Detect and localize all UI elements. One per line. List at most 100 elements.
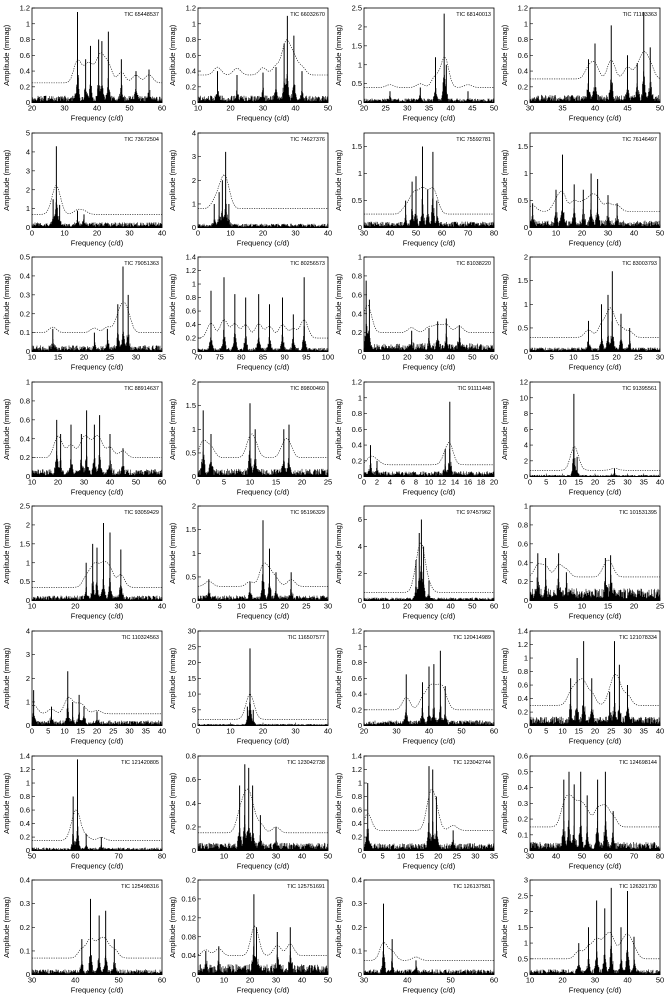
threshold-curve xyxy=(198,693,328,720)
x-axis-label: Frequency (c/d) xyxy=(237,861,290,870)
y-tick-label: 1 xyxy=(358,60,362,69)
periodogram-svg: 30 40 50 60 0 0.1 0.2 0.3 0.4 Frequency (c/d) Ampl… xyxy=(2,876,166,995)
periodogram-svg: 10 20 30 40 0 0.5 1 1.5 2 2.5 Frequency (c/d) Ampli… xyxy=(2,502,166,621)
y-tick-label: 1 xyxy=(358,253,362,262)
spectrum-group xyxy=(32,410,162,477)
periodogram-svg: 0 10 20 30 40 50 60 0 0.2 0.4 0.6 0.8 1 Frequency (c/… xyxy=(334,253,498,372)
x-tick-label: 50 xyxy=(115,976,123,985)
periodogram-panel: 50 60 70 80 0 0.2 0.4 0.6 0.8 1 1.2 1.4 Frequency (c… xyxy=(0,748,166,873)
threshold-curve xyxy=(32,184,162,215)
x-tick-label: 4 xyxy=(388,477,392,486)
y-tick-label: 0.2 xyxy=(518,578,528,587)
threshold-curve xyxy=(198,319,328,339)
y-tick-label: 0.5 xyxy=(352,79,362,88)
x-tick-label: 0 xyxy=(196,477,200,486)
spectrum-group xyxy=(364,280,494,352)
y-axis-label: Amplitude (mmag) xyxy=(168,398,177,460)
x-tick-label: 50 xyxy=(578,851,586,860)
y-tick-label: 0.8 xyxy=(186,751,196,760)
y-tick-label: 0.5 xyxy=(518,324,528,333)
y-axis-label: Amplitude (mmag) xyxy=(2,772,11,834)
periodogram-panel: 0 5 10 15 20 25 0 0.5 1 1.5 2 Frequency (c/d) Amplit… xyxy=(166,374,332,499)
threshold-curve xyxy=(364,542,494,594)
spectrum-trace xyxy=(364,196,494,228)
x-axis-label: Frequency (c/d) xyxy=(403,238,456,247)
x-tick-label: 10 xyxy=(28,602,36,611)
y-tick-label: 0.8 xyxy=(352,658,362,667)
x-axis-label: Frequency (c/d) xyxy=(237,114,290,123)
spectrum-group xyxy=(530,154,660,228)
x-tick-label: 45 xyxy=(468,104,476,113)
y-axis-label: Amplitude (mmag) xyxy=(334,772,343,834)
plot-frame xyxy=(529,879,661,976)
x-tick-label: 50 xyxy=(490,104,498,113)
y-tick-label: 0.8 xyxy=(518,667,528,676)
x-tick-label: 5 xyxy=(222,477,226,486)
threshold-curve xyxy=(364,55,494,88)
x-axis-label: Frequency (c/d) xyxy=(237,238,290,247)
tic-label: TIC 66032670 xyxy=(290,12,325,18)
x-tick-label: 20 xyxy=(93,727,101,736)
periodogram-panel: 10 20 30 40 50 0 0.5 1 1.5 2 2.5 3 Frequency (c/d) Am… xyxy=(498,872,664,997)
y-tick-label: 0.2 xyxy=(352,456,362,465)
y-tick-label: 1.2 xyxy=(352,765,362,774)
y-tick-label: 1.5 xyxy=(186,526,196,535)
y-axis-label: Amplitude (mmag) xyxy=(2,523,11,585)
x-tick-label: 20 xyxy=(591,727,599,736)
spectrum-trace xyxy=(32,703,162,726)
tic-label: TIC 71103363 xyxy=(623,12,657,18)
periodogram-svg: 70 75 80 85 90 95 100 0 0.2 0.4 0.6 0.8 1 1.2 1.4 Frequ… xyxy=(168,253,334,372)
x-tick-label: 0 xyxy=(528,477,532,486)
y-tick-label: 10 xyxy=(188,690,196,699)
x-tick-label: 30 xyxy=(591,976,599,985)
y-tick-label: 20 xyxy=(188,658,196,667)
y-axis-label: Amplitude (mmag) xyxy=(2,398,11,460)
x-axis-label: Frequency (c/d) xyxy=(403,986,456,995)
plot-frame xyxy=(197,381,329,477)
spectrum-group xyxy=(530,393,660,477)
x-tick-label: 40 xyxy=(623,976,631,985)
y-tick-label: 1.5 xyxy=(518,923,528,932)
x-axis-label: Frequency (c/d) xyxy=(569,487,622,496)
x-tick-label: 5 xyxy=(554,602,558,611)
y-tick-label: 1 xyxy=(524,654,528,663)
x-tick-label: 30 xyxy=(360,228,368,237)
y-tick-label: 1 xyxy=(26,778,30,787)
y-tick-label: 1 xyxy=(358,393,362,402)
x-tick-label: 70 xyxy=(630,851,638,860)
x-tick-label: 10 xyxy=(397,851,405,860)
x-tick-label: 20 xyxy=(93,228,101,237)
y-tick-label: 0 xyxy=(358,223,362,232)
x-tick-label: 20 xyxy=(54,477,62,486)
x-tick-label: 15 xyxy=(77,727,85,736)
periodogram-panel: 0 10 20 30 40 0 1 2 3 4 Frequency (c/d) Amplitude (… xyxy=(166,125,332,250)
x-tick-label: 30 xyxy=(623,477,631,486)
x-tick-label: 0 xyxy=(362,353,366,362)
y-tick-label: 0.5 xyxy=(20,578,30,587)
plot-frame xyxy=(363,132,495,228)
y-tick-label: 0.4 xyxy=(20,272,30,281)
periodogram-panel: 70 75 80 85 90 95 100 0 0.2 0.4 0.6 0.8 1 1.2 1.4 Frequ… xyxy=(166,249,334,374)
spectrum-group xyxy=(198,403,328,477)
y-axis-label: Amplitude (mmag) xyxy=(500,647,509,709)
y-tick-label: 0.8 xyxy=(186,35,196,44)
tic-label: TIC 91111448 xyxy=(457,386,491,392)
y-tick-label: 0 xyxy=(358,596,362,605)
x-tick-label: 5 xyxy=(550,353,554,362)
x-tick-label: 40 xyxy=(591,104,599,113)
plot-frame xyxy=(529,755,661,851)
x-tick-label: 25 xyxy=(634,353,642,362)
x-tick-label: 10 xyxy=(578,602,586,611)
spectrum-group xyxy=(198,763,328,851)
y-tick-label: 2 xyxy=(192,502,196,511)
y-axis-label: Amplitude (mmag) xyxy=(2,896,11,958)
periodogram-svg: 20 30 40 50 60 0 0.2 0.4 0.6 0.8 1 1.2 Frequency (c/… xyxy=(334,626,498,745)
y-tick-label: 2 xyxy=(524,907,528,916)
y-tick-label: 6 xyxy=(358,515,362,524)
y-tick-label: 0.6 xyxy=(518,540,528,549)
y-tick-label: 0 xyxy=(192,223,196,232)
y-tick-label: 15 xyxy=(188,674,196,683)
x-tick-label: 40 xyxy=(158,228,166,237)
x-tick-label: 20 xyxy=(591,477,599,486)
spectrum-trace xyxy=(530,575,660,601)
